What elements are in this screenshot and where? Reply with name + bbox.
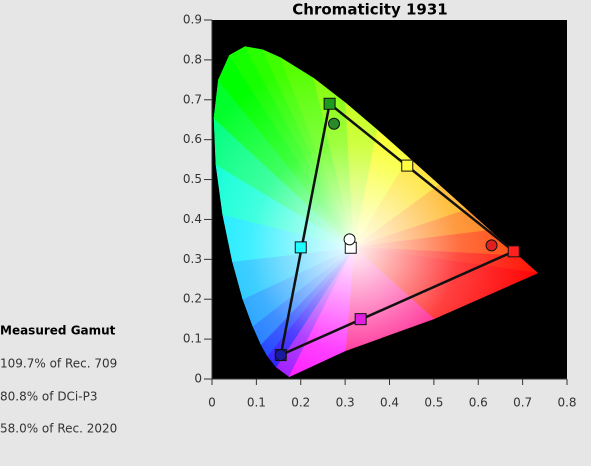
target-point bbox=[294, 241, 307, 254]
measured-point bbox=[274, 349, 287, 362]
gamut-line: 109.7% of Rec. 709 bbox=[0, 357, 117, 371]
y-tick-label: 0.8 bbox=[183, 52, 202, 66]
gamut-line: 80.8% of DCi-P3 bbox=[0, 390, 97, 404]
y-tick-label: 0.4 bbox=[183, 212, 202, 226]
gamut-line: 58.0% of Rec. 2020 bbox=[0, 422, 117, 436]
gamut-outline bbox=[279, 101, 517, 358]
x-tick-label: 0.6 bbox=[469, 396, 488, 410]
gamut-title: Measured Gamut bbox=[0, 324, 116, 338]
chart-title: Chromaticity 1931 bbox=[292, 1, 447, 19]
y-tick-label: 0.1 bbox=[183, 332, 202, 346]
y-tick-label: 0.3 bbox=[183, 252, 202, 266]
measured-point bbox=[485, 239, 498, 252]
measured-point bbox=[343, 233, 356, 246]
target-point bbox=[507, 245, 520, 258]
x-tick-label: 0 bbox=[208, 396, 216, 410]
x-tick-label: 0.8 bbox=[557, 396, 576, 410]
measured-point bbox=[328, 117, 341, 130]
target-point bbox=[354, 313, 367, 326]
y-tick-label: 0 bbox=[194, 372, 202, 386]
x-tick-label: 0.7 bbox=[513, 396, 532, 410]
x-tick-label: 0.1 bbox=[247, 396, 266, 410]
y-tick-label: 0.7 bbox=[183, 92, 202, 106]
y-tick-label: 0.9 bbox=[183, 13, 202, 27]
x-tick-label: 0.2 bbox=[291, 396, 310, 410]
x-tick-label: 0.4 bbox=[380, 396, 399, 410]
y-tick-label: 0.2 bbox=[183, 292, 202, 306]
target-point bbox=[323, 97, 336, 110]
target-point bbox=[401, 159, 414, 172]
y-tick-label: 0.5 bbox=[183, 172, 202, 186]
y-tick-label: 0.6 bbox=[183, 132, 202, 146]
x-tick-label: 0.3 bbox=[336, 396, 355, 410]
x-tick-label: 0.5 bbox=[424, 396, 443, 410]
